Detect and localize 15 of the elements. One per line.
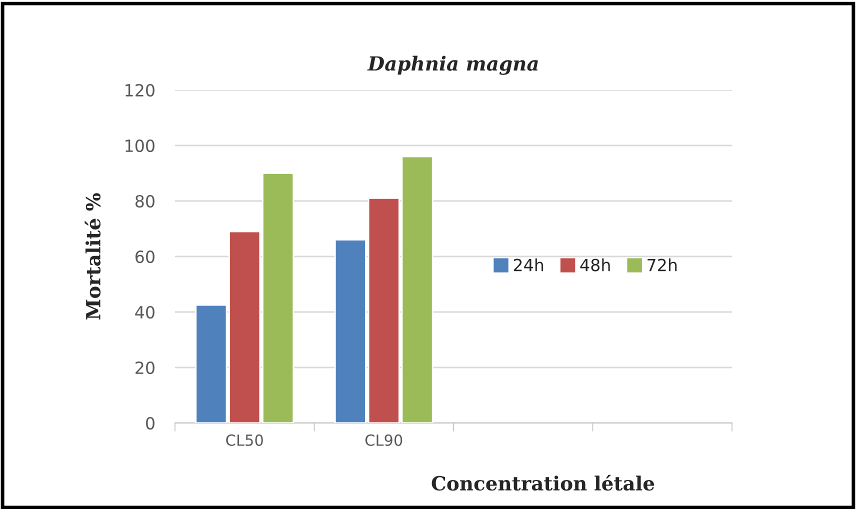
y-tick-label: 40 bbox=[135, 306, 154, 319]
legend-label: 48h bbox=[580, 258, 610, 272]
x-tick-label: CL50 bbox=[226, 434, 263, 446]
y-tick-label: 80 bbox=[135, 194, 154, 208]
y-tick-label: 60 bbox=[136, 250, 154, 264]
chart-title: Daphnia magna bbox=[367, 56, 538, 75]
y-axis-title: Mortalité % bbox=[84, 193, 101, 320]
x-axis-title: Concentration létale bbox=[432, 474, 654, 491]
y-tick-label: 100 bbox=[126, 139, 154, 152]
y-tick-label: 120 bbox=[126, 84, 154, 97]
legend-label: 24h bbox=[514, 258, 544, 272]
y-tick-label: 20 bbox=[136, 361, 154, 374]
legend-label: 72h bbox=[648, 258, 677, 272]
y-tick-label: 0 bbox=[146, 416, 154, 430]
x-tick-label: CL90 bbox=[365, 434, 402, 446]
